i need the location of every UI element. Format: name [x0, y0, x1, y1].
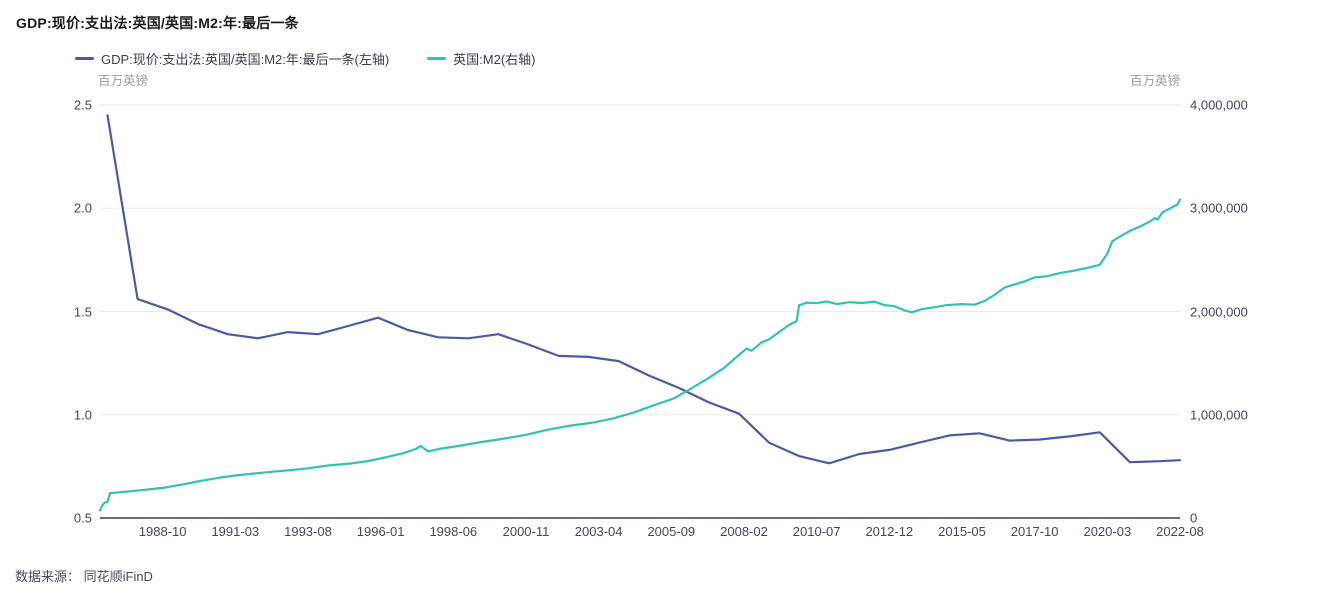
legend: GDP:现价:支出法:英国/英国:M2:年:最后一条(左轴) 英国:M2(右轴) [75, 49, 574, 68]
x-axis-tick: 2008-02 [720, 524, 768, 539]
legend-label-gdp: GDP:现价:支出法:英国/英国:M2:年:最后一条(左轴) [101, 52, 390, 67]
right-axis-unit: 百万英镑 [1129, 74, 1180, 88]
chart-title: GDP:现价:支出法:英国/英国:M2:年:最后一条 [16, 15, 299, 31]
x-axis-tick: 2000-11 [502, 524, 550, 539]
y-axis-right-tick: 0 [1190, 510, 1198, 526]
x-axis-tick: 2020-03 [1083, 524, 1132, 539]
left-axis-unit: 百万英镑 [98, 74, 149, 88]
y-axis-left-tick: 1.5 [73, 304, 92, 319]
x-axis-tick: 1998-06 [429, 524, 478, 539]
m2-line-swatch-icon [427, 57, 447, 60]
data-source: 数据来源： 同花顺iFinD [15, 569, 153, 584]
x-axis-tick: 2015-05 [938, 524, 986, 539]
gdp-line-swatch-icon [75, 57, 94, 60]
x-axis-tick: 1988-10 [138, 524, 187, 539]
x-axis-tick: 2022-08 [1156, 524, 1204, 539]
x-axis-tick: 2012-12 [865, 524, 914, 539]
y-axis-right-tick: 3,000,000 [1190, 200, 1248, 216]
x-axis-tick: 1996-01 [356, 524, 405, 539]
x-axis-tick: 2003-04 [574, 524, 623, 539]
y-axis-right-tick: 1,000,000 [1190, 407, 1248, 423]
m2-line [98, 198, 1182, 512]
y-axis-left-tick: 1.0 [73, 407, 92, 423]
y-axis-left-tick: 2.0 [73, 200, 92, 216]
legend-item-m2[interactable]: 英国:M2(右轴) [427, 49, 536, 68]
y-axis-left-tick: 2.5 [73, 97, 92, 113]
y-axis-right-tick: 2,000,000 [1190, 304, 1248, 319]
x-axis-tick: 1993-08 [284, 524, 332, 539]
legend-item-gdp[interactable]: GDP:现价:支出法:英国/英国:M2:年:最后一条(左轴) [75, 49, 389, 68]
gdp-ratio-line [106, 114, 1182, 465]
legend-label-m2: 英国:M2(右轴) [453, 52, 536, 67]
x-axis-tick: 2005-09 [647, 524, 696, 539]
x-axis-tick: 2010-07 [792, 524, 841, 539]
y-axis-right-tick: 4,000,000 [1190, 97, 1248, 113]
y-axis-left-tick: 0.5 [73, 510, 92, 526]
x-axis-tick: 1991-03 [211, 524, 260, 539]
x-axis-tick: 2017-10 [1010, 524, 1059, 539]
